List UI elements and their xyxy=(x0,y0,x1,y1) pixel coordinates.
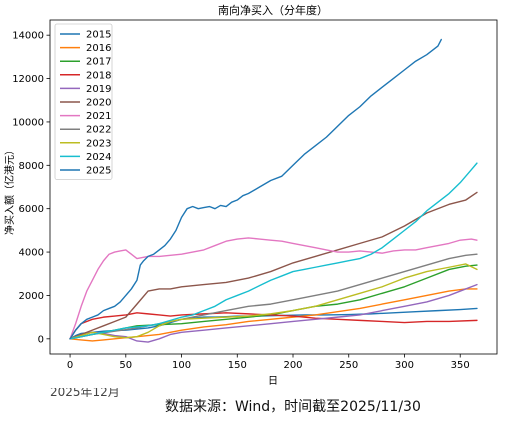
data-source-note: 数据来源：Wind，时间截至2025/11/30 xyxy=(165,399,421,415)
series-line-2022 xyxy=(69,253,478,340)
legend-label-2022: 2022 xyxy=(86,125,111,136)
y-tick-label: 12000 xyxy=(12,74,44,85)
x-tick-label: 50 xyxy=(119,360,132,371)
legend-label-2016: 2016 xyxy=(86,43,111,54)
x-tick-label: 100 xyxy=(172,360,191,371)
series-line-2021 xyxy=(69,237,478,340)
y-tick-label: 10000 xyxy=(12,117,44,128)
y-axis-label: 净买入额（亿港元） xyxy=(3,145,16,235)
legend-box xyxy=(54,23,113,181)
series-line-2023 xyxy=(69,263,478,340)
x-tick-label: 200 xyxy=(283,360,302,371)
y-tick-label: 8000 xyxy=(19,161,44,172)
x-axis-label: 日 xyxy=(268,376,278,387)
legend-label-2023: 2023 xyxy=(86,138,111,149)
y-tick-label: 0 xyxy=(38,334,44,345)
series-line-2019 xyxy=(69,283,478,343)
x-tick-label: 150 xyxy=(228,360,247,371)
legend-label-2017: 2017 xyxy=(86,57,111,68)
plot-frame xyxy=(49,19,498,355)
series-line-2020 xyxy=(69,191,478,340)
legend-label-2025: 2025 xyxy=(86,166,111,177)
clipped-date-label: 2025年12月 xyxy=(50,388,120,397)
axis-ticks: 0 50 100 150 200 250 300 350 0 2000 4000 6000 8000 10… xyxy=(12,31,470,371)
legend-label-2020: 2020 xyxy=(86,98,111,109)
clipped-date-label-wrap: 2025年12月 xyxy=(50,388,140,397)
series-line-2024 xyxy=(69,162,478,340)
x-tick-label: 350 xyxy=(451,360,470,371)
y-tick-label: 6000 xyxy=(19,204,44,215)
y-tick-label: 4000 xyxy=(19,248,44,259)
chart-title: 南向净买入（分年度） xyxy=(218,3,328,17)
x-tick-label: 300 xyxy=(395,360,414,371)
legend-label-2024: 2024 xyxy=(86,152,111,163)
series-line-2025 xyxy=(69,38,442,340)
y-tick-label: 2000 xyxy=(19,291,44,302)
series-line-2016 xyxy=(69,288,478,342)
x-tick-label: 250 xyxy=(339,360,358,371)
x-tick-label: 0 xyxy=(67,360,73,371)
y-tick-label: 14000 xyxy=(12,31,44,42)
legend-label-2018: 2018 xyxy=(86,70,111,81)
legend-label-2015: 2015 xyxy=(86,30,111,41)
series-line-2018 xyxy=(69,312,478,340)
legend-label-2019: 2019 xyxy=(86,84,111,95)
legend-label-2021: 2021 xyxy=(86,111,111,122)
legend: 2015 2016 2017 2018 2019 2020 2021 2022 2023 2024… xyxy=(54,23,113,181)
series-lines xyxy=(69,38,478,343)
